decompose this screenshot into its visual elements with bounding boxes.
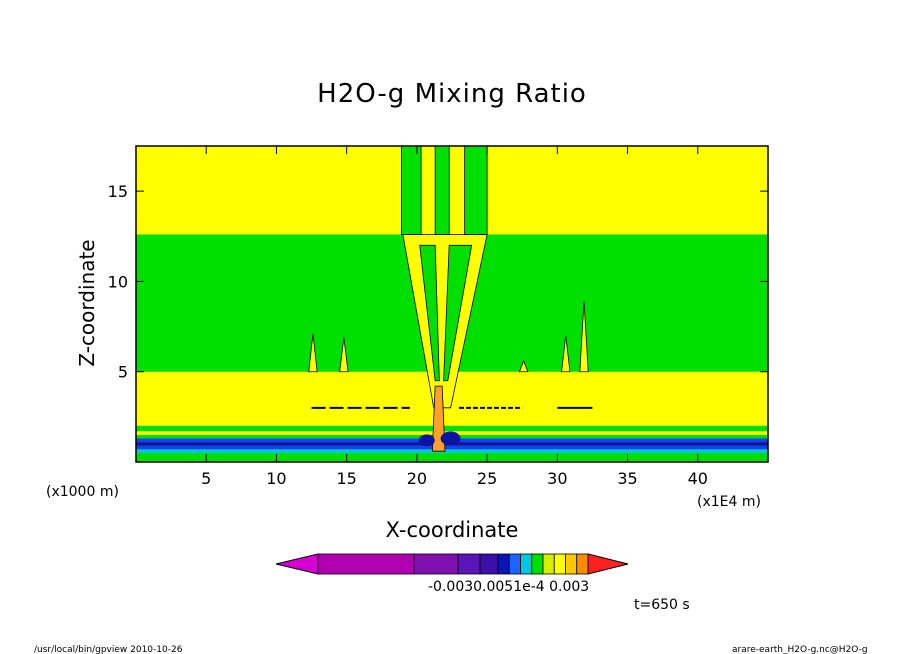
x-tick-label: 35 bbox=[617, 469, 637, 488]
x-tick-label: 5 bbox=[201, 469, 211, 488]
disturbance-right bbox=[440, 431, 461, 446]
surface-stripe bbox=[136, 449, 768, 453]
x-axis-label: X-coordinate bbox=[386, 518, 519, 542]
colorbar-arrow-right bbox=[587, 553, 629, 575]
colorbar-bin bbox=[553, 553, 566, 575]
colorbar-bin bbox=[565, 553, 578, 575]
surface-stripe bbox=[136, 425, 768, 432]
colorbar-bin bbox=[531, 553, 544, 575]
surface-stripe bbox=[136, 445, 768, 450]
colorbar-bin bbox=[479, 553, 499, 575]
spike bbox=[308, 333, 318, 373]
spike bbox=[561, 335, 571, 373]
y-tick-label: 5 bbox=[118, 363, 128, 382]
colorbar-labels: -0.0030.0051e-4 0.003 bbox=[428, 579, 589, 595]
x-tick-label: 20 bbox=[407, 469, 427, 488]
colorbar-bin bbox=[317, 553, 415, 575]
colorbar-bin bbox=[542, 553, 555, 575]
x-tick-label: 25 bbox=[477, 469, 497, 488]
y-unit-note: (x1000 m) bbox=[46, 484, 119, 500]
spike bbox=[579, 301, 589, 373]
x-tick-label: 10 bbox=[266, 469, 286, 488]
colorbar-bin bbox=[413, 553, 459, 575]
y-axis-label: Z-coordinate bbox=[75, 239, 99, 366]
upper-column-left bbox=[401, 145, 422, 235]
plume-core bbox=[431, 385, 446, 452]
x-tick-label: 15 bbox=[336, 469, 356, 488]
plume-gap-left bbox=[419, 244, 440, 382]
spike bbox=[518, 359, 529, 373]
colorbar-bin bbox=[576, 553, 589, 575]
plot-frame bbox=[135, 145, 769, 463]
x-unit-note: (x1E4 m) bbox=[697, 494, 761, 510]
y-tick-label: 15 bbox=[108, 182, 128, 201]
spike bbox=[339, 337, 349, 373]
time-label: t=650 s bbox=[634, 597, 690, 613]
y-tick-label: 10 bbox=[108, 272, 128, 291]
colorbar-bin bbox=[520, 553, 533, 575]
axis-ticks: 5 10 15 20 25 30 35 40 5 10 15 bbox=[108, 146, 768, 488]
contour-plot bbox=[135, 145, 769, 463]
colorbar-bin bbox=[497, 553, 510, 575]
x-tick-label: 40 bbox=[688, 469, 708, 488]
colorbar-arrow-left bbox=[275, 553, 319, 575]
colorbar-bin bbox=[457, 553, 481, 575]
surface-stripe bbox=[136, 452, 768, 462]
upper-column-right bbox=[464, 145, 488, 235]
disturbance-left bbox=[418, 434, 435, 447]
footer-right: arare-earth_H2O-g.nc@H2O-g bbox=[732, 645, 868, 654]
upper-column-mid bbox=[434, 145, 450, 235]
footer-left: /usr/local/bin/gpview 2010-10-26 bbox=[34, 645, 183, 654]
chart-title: H2O-g Mixing Ratio bbox=[317, 79, 587, 109]
x-tick-label: 30 bbox=[547, 469, 567, 488]
colorbar-bin bbox=[508, 553, 521, 575]
upper-yellow-band bbox=[136, 146, 768, 235]
plume-gap-right bbox=[443, 244, 473, 382]
colorbar bbox=[275, 553, 629, 575]
